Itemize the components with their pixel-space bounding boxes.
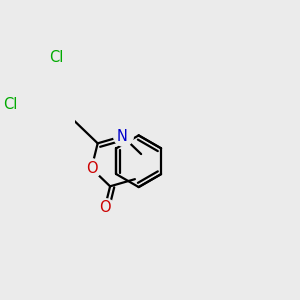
Text: Cl: Cl	[3, 98, 17, 112]
Text: N: N	[117, 129, 128, 144]
Text: O: O	[99, 200, 111, 215]
Text: O: O	[86, 161, 97, 176]
Text: Cl: Cl	[49, 50, 63, 65]
